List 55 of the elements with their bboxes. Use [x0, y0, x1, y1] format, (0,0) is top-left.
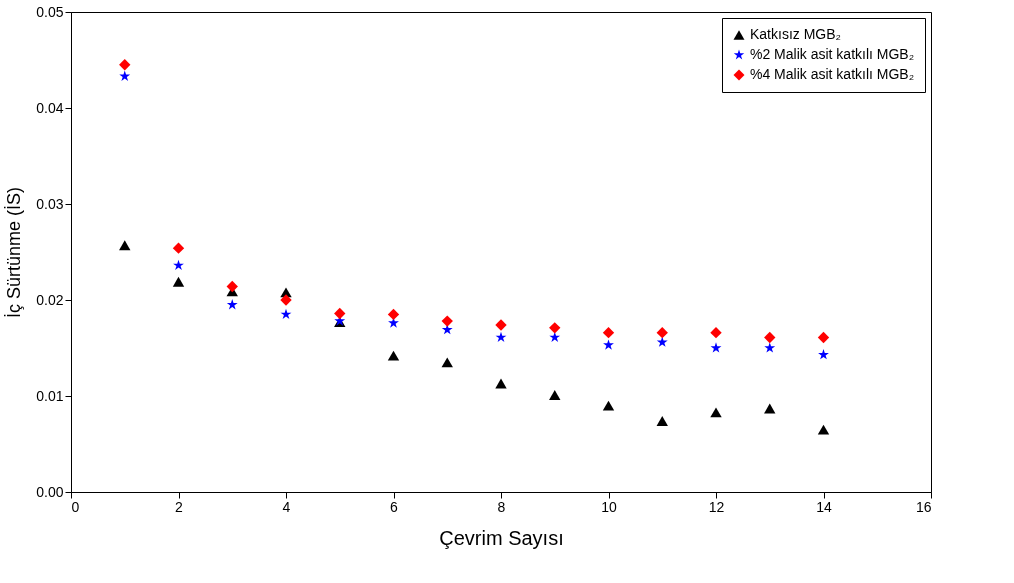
y-tick-label: 0.01	[36, 387, 64, 404]
x-tick-label: 4	[282, 498, 291, 515]
y-tick-label: 0.04	[36, 99, 64, 116]
x-tick-label: 8	[497, 498, 506, 515]
point	[119, 240, 131, 251]
point	[710, 407, 722, 418]
point	[441, 357, 453, 368]
point	[172, 276, 185, 287]
point	[656, 416, 668, 426]
point	[764, 331, 776, 344]
point	[818, 349, 829, 360]
point	[173, 259, 184, 271]
legend-label: %2 Malik asit katkılı MGB₂	[750, 46, 915, 62]
y-axis-title: İç Sürtünme (İS)	[4, 186, 25, 319]
point	[603, 339, 614, 350]
y-tick-label: 0.02	[36, 291, 64, 308]
x-tick-label: 16	[915, 498, 932, 515]
point	[549, 322, 561, 334]
point	[280, 308, 292, 320]
point	[387, 350, 400, 361]
x-tick-label: 14	[816, 498, 832, 515]
point	[602, 400, 615, 411]
x-tick-label: 6	[390, 498, 399, 515]
point	[656, 326, 668, 339]
legend-label: Katkısız MGB₂	[750, 26, 842, 42]
y-tick-label: 0.03	[36, 195, 64, 212]
point	[817, 331, 830, 344]
point	[334, 307, 346, 320]
point	[764, 342, 776, 353]
point	[495, 331, 507, 343]
point	[495, 319, 507, 331]
point	[710, 342, 722, 353]
point	[817, 424, 830, 435]
point	[226, 280, 238, 293]
point	[441, 315, 453, 327]
point	[387, 308, 400, 321]
y-tick-label: 0.00	[36, 483, 64, 500]
point	[495, 378, 507, 389]
point	[710, 326, 722, 339]
y-tick-label: 0.05	[36, 3, 64, 20]
x-tick-label: 12	[708, 498, 725, 515]
x-tick-label: 0	[71, 498, 80, 515]
x-axis-title: Çevrim Sayısı	[439, 526, 564, 549]
point	[602, 326, 615, 339]
point	[549, 390, 561, 400]
point	[280, 294, 292, 306]
point	[172, 242, 185, 254]
point	[226, 299, 238, 310]
x-tick-label: 10	[601, 498, 617, 515]
point	[656, 336, 668, 347]
point	[764, 403, 776, 414]
legend-label: %4 Malik asit katkılı MGB₂	[750, 66, 915, 82]
point	[441, 324, 453, 335]
point	[119, 59, 131, 71]
x-tick-label: 2	[175, 498, 184, 515]
